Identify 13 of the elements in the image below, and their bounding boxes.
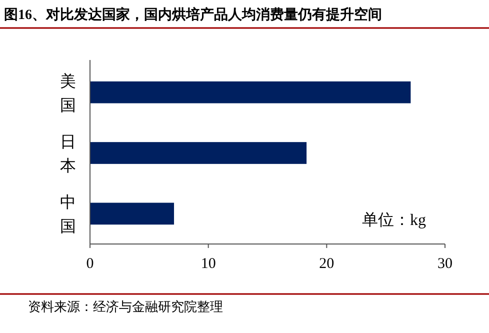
text: 资料来源：经济与金融研究院整理 [28, 299, 223, 314]
bar [90, 202, 174, 225]
y-tick-label: 日本 [60, 132, 76, 175]
chart-title: 图16、对比发达国家，国内烘培产品人均消费量仍有提升空间 [4, 6, 382, 23]
bar [90, 142, 307, 164]
x-tick-label: 30 [438, 256, 452, 272]
y-tick-label: 中国 [60, 192, 76, 236]
bar [90, 81, 411, 104]
x-tick-label: 0 [86, 256, 94, 272]
x-tick-label: 10 [200, 256, 216, 272]
annotation: 单位：kg [362, 211, 426, 229]
x-tick-label: 20 [319, 256, 334, 272]
y-tick-label: 美国 [60, 71, 76, 114]
